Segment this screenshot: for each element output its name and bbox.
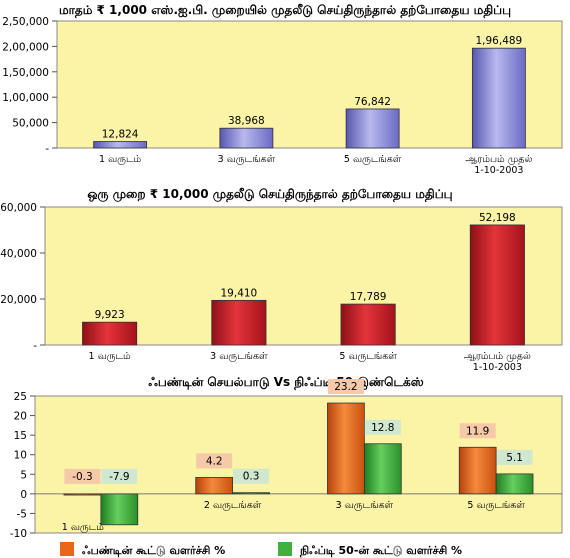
x-category-label: ஆரம்பம் முதல் bbox=[464, 351, 531, 362]
x-category-label: ஆரம்பம் முதல் bbox=[465, 154, 532, 165]
bar bbox=[93, 141, 148, 149]
legend-swatch-fund bbox=[60, 542, 74, 556]
bar bbox=[211, 299, 267, 346]
y-tick-label: -10 bbox=[10, 528, 27, 540]
legend-label-fund: ஃபண்டின் கூட்டு வளர்ச்சி % bbox=[82, 544, 225, 557]
bar bbox=[345, 108, 400, 149]
legend-label-nifty: நிஃப்டி 50-ன் கூட்டு வளர்ச்சி % bbox=[299, 544, 462, 558]
x-category-label: 1 வருடம் bbox=[99, 154, 142, 165]
nifty-bar bbox=[495, 473, 534, 495]
y-tick-label: 20,000 bbox=[0, 294, 37, 306]
bar bbox=[82, 321, 138, 346]
fund-bar bbox=[63, 493, 102, 496]
value-label-bg bbox=[496, 449, 533, 465]
x-category-label: 5 வருடங்கள் bbox=[467, 500, 525, 511]
bar-value-label: 17,789 bbox=[350, 291, 387, 303]
y-tick-label: 5 bbox=[20, 469, 27, 481]
bar-value-label: 11.9 bbox=[466, 425, 489, 437]
x-category-label: 1-10-2003 bbox=[474, 165, 523, 176]
bar bbox=[469, 224, 525, 346]
y-tick-label: 0 bbox=[20, 489, 27, 501]
y-tick-label: 60,000 bbox=[0, 202, 37, 214]
x-category-label: 1 வருடம் bbox=[89, 351, 132, 362]
fund-bar bbox=[195, 477, 234, 495]
fund-bar bbox=[458, 446, 497, 495]
y-tick-label: 1,50,000 bbox=[2, 67, 49, 79]
bar-value-label: 0.3 bbox=[243, 471, 260, 483]
bar-value-label: 1,96,489 bbox=[475, 35, 522, 47]
x-category-label: 5 வருடங்கள் bbox=[339, 351, 397, 362]
value-label-bg bbox=[64, 468, 101, 484]
bar-value-label: -7.9 bbox=[109, 471, 130, 483]
legend-swatch-nifty bbox=[278, 542, 292, 556]
y-tick-label: 25 bbox=[14, 391, 27, 403]
value-label-bg bbox=[233, 468, 270, 484]
bar-value-label: 12.8 bbox=[371, 422, 394, 434]
bar-value-label: 38,968 bbox=[228, 115, 265, 127]
nifty-bar bbox=[232, 492, 270, 495]
chart3-title: ஃபண்டின் செயல்பாடு Vs நிஃப்டி 50 இண்டெக்… bbox=[148, 375, 423, 390]
bar-value-label: 4.2 bbox=[206, 455, 223, 467]
y-tick-label: 40,000 bbox=[0, 248, 37, 260]
chart2-title: ஒரு முறை ₹ 10,000 முதலீடு செய்திருந்தால்… bbox=[87, 187, 452, 202]
y-tick-label: 20 bbox=[14, 411, 27, 423]
y-tick-label: - bbox=[33, 340, 37, 352]
x-category-label: 1-10-2003 bbox=[473, 362, 522, 373]
bar bbox=[219, 127, 274, 149]
bar-value-label: 76,842 bbox=[354, 96, 391, 108]
x-category-label: 5 வருடங்கள் bbox=[344, 154, 402, 165]
y-tick-label: 50,000 bbox=[12, 118, 49, 130]
bar-value-label: -0.3 bbox=[72, 471, 93, 483]
chart1-title: மாதம் ₹ 1,000 எஸ்.ஐ.பி. முறையில் முதலீடு… bbox=[59, 3, 511, 18]
y-tick-label: 2,00,000 bbox=[2, 41, 49, 53]
y-tick-label: 1,00,000 bbox=[2, 92, 49, 104]
y-tick-label: 15 bbox=[14, 430, 27, 442]
value-label-bg bbox=[327, 379, 364, 395]
y-tick-label: -5 bbox=[17, 508, 27, 520]
y-tick-label: - bbox=[45, 143, 49, 155]
nifty-bar bbox=[100, 493, 139, 526]
bar-value-label: 5.1 bbox=[506, 452, 523, 464]
bar bbox=[340, 303, 396, 346]
y-tick-label: 10 bbox=[14, 450, 27, 462]
x-category-label: 2 வருடங்கள் bbox=[204, 500, 262, 511]
bar bbox=[471, 47, 526, 149]
x-category-label: 3 வருடங்கள் bbox=[336, 500, 394, 511]
bar-value-label: 52,198 bbox=[479, 212, 516, 224]
value-label-bg bbox=[196, 453, 233, 469]
y-tick-label: 2,50,000 bbox=[2, 16, 49, 28]
value-label-bg bbox=[459, 423, 496, 439]
x-category-label: 1 வருடம் bbox=[62, 522, 105, 533]
nifty-bar bbox=[363, 443, 402, 495]
fund-bar bbox=[327, 402, 365, 495]
bar-value-label: 12,824 bbox=[102, 128, 139, 140]
bar-value-label: 19,410 bbox=[221, 287, 258, 299]
bar-value-label: 23.2 bbox=[334, 381, 357, 393]
x-category-label: 3 வருடங்கள் bbox=[218, 154, 276, 165]
bar-value-label: 9,923 bbox=[95, 309, 125, 321]
x-category-label: 3 வருடங்கள் bbox=[210, 351, 268, 362]
value-label-bg bbox=[101, 468, 138, 484]
value-label-bg bbox=[364, 419, 401, 435]
